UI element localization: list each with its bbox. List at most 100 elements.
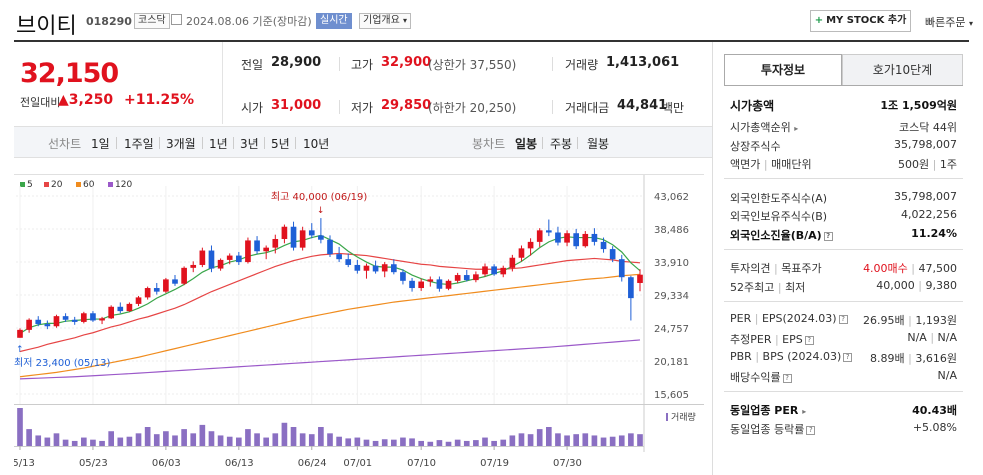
volume-bar: [99, 440, 105, 446]
candle-chart-label: 봉차트: [472, 137, 506, 151]
volume-bar: [518, 433, 525, 446]
tab-investment-info[interactable]: 투자정보: [724, 54, 842, 86]
tab-3month[interactable]: 3개월: [166, 137, 196, 151]
x-tick-label: 06/03: [152, 458, 181, 469]
prev-close-value: 28,900: [271, 55, 322, 70]
divider: [339, 57, 340, 71]
volume-bar: [308, 434, 315, 446]
info-icon[interactable]: ?: [782, 373, 792, 383]
tab-daily[interactable]: 일봉: [515, 137, 538, 151]
high-label: 고가: [351, 58, 374, 72]
sector-change: 동일업종 등락률?: [730, 421, 816, 437]
volume-bar: [226, 436, 233, 446]
volume-bar: [80, 437, 87, 446]
line-chart-label: 선차트: [48, 137, 82, 151]
sector-per[interactable]: 동일업종 PER ▸: [730, 402, 806, 418]
down-arrow-icon: ↓: [317, 206, 325, 216]
chevron-right-icon: ▸: [794, 124, 799, 133]
candle-body: [390, 264, 397, 273]
par-unit-value: 500원 | 1주: [898, 158, 957, 171]
volume-bar: [609, 436, 616, 446]
volume-bar: [336, 436, 342, 446]
volume-bar: [582, 433, 589, 446]
legend-swatch: [76, 182, 81, 187]
x-tick-label: 07/10: [407, 458, 436, 469]
legend-label: 60: [83, 180, 95, 190]
market-cap-label: 시가총액: [730, 99, 775, 113]
info-icon[interactable]: ?: [823, 231, 833, 241]
y-tick-label: 43,062: [654, 192, 689, 203]
volume-bar: [509, 435, 516, 446]
legend-ma120: 120: [108, 180, 132, 190]
volume-bar: [573, 434, 580, 446]
volume-bar: [354, 437, 361, 446]
volume-bar: [71, 440, 78, 446]
volume-bar: [500, 439, 507, 446]
w52-high-value: 40,000: [876, 279, 915, 292]
tab-hoga-10[interactable]: 호가10단계: [842, 54, 963, 86]
x-tick-label: 05/13: [14, 458, 35, 469]
volume-bar: [90, 439, 96, 446]
candle-body: [226, 255, 233, 260]
volume-bar: [126, 436, 133, 446]
volume-label: 거래량: [565, 58, 599, 72]
tab-1week[interactable]: 1주일: [124, 137, 154, 151]
info-icon[interactable]: ?: [843, 352, 853, 362]
candle-body: [418, 281, 425, 289]
volume-bar: [235, 437, 242, 446]
quick-order-dropdown[interactable]: 빠른주문 ▾: [925, 14, 973, 30]
tab-5year[interactable]: 5년: [271, 137, 290, 151]
info-icon[interactable]: ?: [804, 335, 814, 345]
volume-value: 1,413,061: [606, 55, 680, 70]
candle-body: [445, 280, 452, 289]
candle-body: [35, 319, 42, 325]
volume-bar: [637, 434, 643, 446]
foreign-hold-label: 외국인보유주식수(B): [730, 210, 828, 223]
tab-1day[interactable]: 1일: [91, 137, 110, 151]
tab-1year[interactable]: 1년: [209, 137, 228, 151]
divider: [295, 137, 296, 149]
base-date: 2024.08.06 기준(장마감): [186, 15, 312, 28]
candle-body: [509, 257, 516, 268]
y-tick-label: 24,757: [654, 324, 689, 335]
pbr-bps-value: 8.89배 | 3,616원: [870, 352, 957, 365]
candle-body: [482, 266, 488, 275]
tab-monthly[interactable]: 월봉: [587, 137, 610, 151]
unit-label: 매매단위: [771, 158, 812, 171]
volume-bar: [245, 429, 251, 446]
candle-body: [290, 226, 297, 248]
divider: [159, 137, 160, 149]
market-cap-rank-label: 시가총액순위: [730, 121, 791, 134]
y-tick-label: 29,334: [654, 291, 689, 302]
candle-body: [609, 249, 616, 260]
candle-body: [53, 316, 60, 327]
w52: 52주최고 | 최저: [730, 281, 806, 294]
info-icon[interactable]: ?: [806, 425, 816, 435]
tab-10year[interactable]: 10년: [303, 137, 330, 151]
volume-bar: [62, 439, 69, 446]
market-cap-rank[interactable]: 시가총액순위 ▸: [730, 119, 798, 135]
volume-bar: [163, 431, 169, 446]
add-mystock-button[interactable]: + MY STOCK 추가: [810, 10, 911, 32]
tab-3year[interactable]: 3년: [240, 137, 259, 151]
volume-bar: [591, 435, 598, 446]
tab-weekly[interactable]: 주봉: [550, 137, 573, 151]
volume-bar: [35, 435, 42, 446]
market-badge: 코스닥: [134, 13, 170, 29]
volume-bar: [390, 439, 397, 446]
candle-body: [235, 255, 242, 263]
candle-body: [591, 233, 598, 242]
info-icon[interactable]: ?: [838, 314, 848, 324]
divider: [542, 137, 543, 149]
volume-bar: [281, 422, 288, 446]
company-overview-dropdown[interactable]: 기업개요 ▾: [359, 13, 412, 29]
change-label: 전일대비: [20, 96, 61, 109]
candle-body: [381, 264, 388, 272]
candle-body: [518, 248, 525, 258]
chevron-right-icon: ▸: [802, 407, 807, 416]
legend-label: 120: [115, 180, 133, 190]
realtime-button[interactable]: 실시간: [316, 13, 352, 29]
dividend-yield: 배당수익률?: [730, 369, 792, 385]
x-tick-label: 07/30: [553, 458, 582, 469]
ma-line-ma120: [19, 339, 641, 380]
